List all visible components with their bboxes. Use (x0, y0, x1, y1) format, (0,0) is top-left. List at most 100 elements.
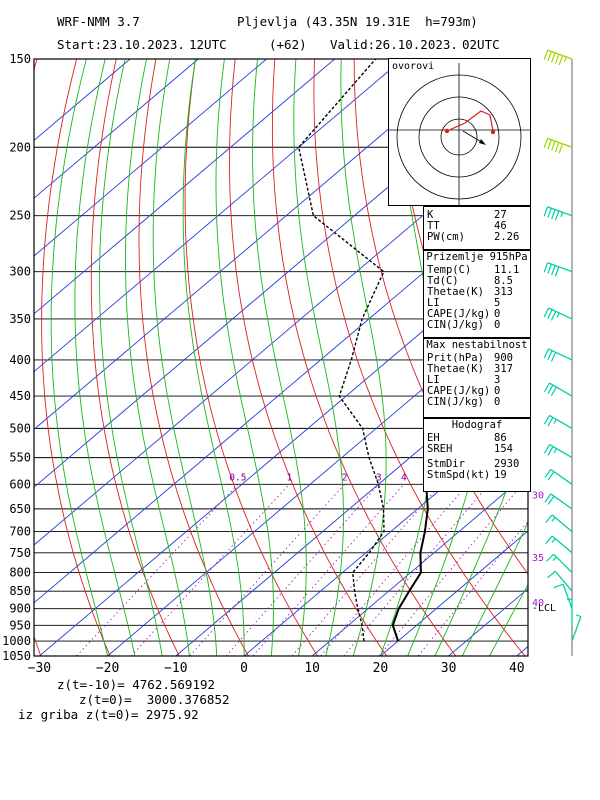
moist-adiabat-line (489, 583, 528, 656)
mixing-ratio-label: 2 (342, 472, 348, 483)
isotherm-line (175, 356, 528, 656)
wind-barb-flag (543, 307, 549, 318)
instability-row: Thetae(K) 317 (427, 363, 513, 375)
pressure-tick-label: 700 (9, 525, 31, 539)
moist-adiabat-line (252, 59, 307, 656)
surface-panel-title: Prizemlje 915hPa (426, 251, 528, 263)
wind-barb (553, 583, 573, 609)
instability-row: CIN(J/kg) 0 (427, 396, 501, 408)
dry-adiabat-line (592, 59, 600, 656)
temperature-tick-label: −20 (96, 661, 119, 676)
dry-adiabat-line (138, 59, 249, 656)
isotherm-line (34, 59, 404, 373)
wind-barb-half (553, 419, 557, 425)
wind-barb-flag (544, 469, 552, 478)
surface-row: CAPE(J/kg) 0 (427, 308, 501, 320)
wind-barb-flag (544, 493, 552, 503)
wind-barb (543, 444, 573, 459)
mixing-ratio-label: 3 (376, 472, 382, 483)
temperature-tick-label: 30 (441, 661, 457, 676)
surface-row: Temp(C) 11.1 (427, 264, 520, 276)
pressure-tick-label: 1000 (2, 634, 31, 648)
instability-row: LI 3 (427, 374, 501, 386)
isotherm-line (34, 59, 267, 257)
wind-barb-flag (550, 311, 557, 321)
wind-barb-flag (547, 570, 556, 579)
index-row-k: K 27 (427, 209, 507, 221)
isotherm-line (34, 59, 199, 199)
isotherm-line (34, 59, 472, 430)
dry-adiabat-line (271, 59, 457, 656)
wind-barb (545, 514, 573, 533)
wind-barb-flag (547, 417, 554, 427)
wind-barb-shaft (562, 584, 573, 609)
dry-adiabat-line (313, 59, 526, 656)
pressure-tick-label: 750 (9, 546, 31, 560)
hodograf-row: StmSpd(kt) 19 (427, 469, 507, 481)
pressure-tick-label: 600 (9, 477, 31, 491)
wind-barb (543, 307, 573, 321)
axes: 1502002503003504004505005506006507007508… (2, 52, 525, 676)
wind-barb-flag (543, 348, 549, 359)
wind-barb (543, 414, 573, 429)
pressure-tick-label: 900 (9, 602, 31, 616)
wind-barb-flag (547, 350, 553, 360)
wind-barb-flag (547, 384, 554, 395)
temperature-tick-label: −30 (28, 661, 51, 676)
moist-adiabat-line (74, 59, 136, 656)
wind-barb (544, 493, 573, 510)
lead-time: (+62) (269, 37, 307, 52)
pressure-tick-label: 400 (9, 353, 31, 367)
wind-barb-flag (551, 265, 556, 276)
hodograph-trace (446, 110, 494, 132)
mixing-ratio-line (189, 483, 345, 656)
wind-barb-flag (551, 209, 556, 220)
wind-barb-shaft (571, 616, 582, 642)
wind-barb-flag (554, 142, 560, 153)
wind-barb-flag (551, 140, 556, 151)
mixing-ratio-line (76, 483, 239, 656)
surface-row: Thetae(K) 313 (427, 286, 513, 298)
surface-row: CIN(J/kg) 0 (427, 319, 501, 331)
location: Pljevlja (43.35N 19.31E h=793m) (237, 14, 478, 29)
dry-adiabat-line (184, 59, 318, 656)
wind-barb-flag (554, 54, 560, 64)
pressure-tick-label: 650 (9, 502, 31, 516)
hodograph-point (490, 129, 496, 135)
footer-line-3: iz griba z(t=0)= 2975.92 (18, 707, 199, 722)
wind-barb-flag (547, 309, 553, 319)
hodograf-row: StmDir 2930 (427, 458, 520, 470)
pressure-tick-label: 250 (9, 209, 31, 223)
wind-barb-flag (543, 444, 551, 454)
wind-barb-flag (554, 210, 560, 221)
wind-barb (543, 206, 573, 221)
mixing-ratio-line (225, 483, 380, 656)
wind-barb-flag (547, 139, 552, 150)
isotherm-line (34, 183, 528, 604)
isotherm-line (380, 530, 528, 656)
wind-barb (543, 49, 573, 66)
mixing-ratio-line (252, 484, 405, 656)
index-row-tt: TT 46 (427, 220, 507, 232)
hodograph: ovorovi (388, 58, 531, 206)
mixing-ratio-label: 4 (401, 472, 407, 483)
wind-barb-flag (543, 49, 549, 60)
wind-barb-flag (547, 51, 552, 62)
wind-barb (543, 348, 573, 362)
wind-barb-half (575, 614, 582, 618)
mixing-ratio-label: 1 (287, 472, 293, 483)
pressure-tick-label: 450 (9, 389, 31, 403)
pressure-tick-label: 550 (9, 451, 31, 465)
wind-barb-half (564, 56, 567, 62)
wind-barb (543, 382, 573, 397)
moist-adiabat-line (152, 59, 218, 656)
wind-barb (546, 553, 573, 574)
dewpoint-profile (297, 59, 385, 642)
wind-barb (567, 598, 573, 626)
start-date: Start:23.10.2023. (57, 37, 185, 52)
surface-row: LI 5 (427, 297, 501, 309)
isotherm-line (585, 59, 600, 656)
wind-barb (543, 262, 573, 277)
dry-adiabat-line (552, 59, 600, 656)
hodograph-label: ovorovi (392, 61, 435, 72)
